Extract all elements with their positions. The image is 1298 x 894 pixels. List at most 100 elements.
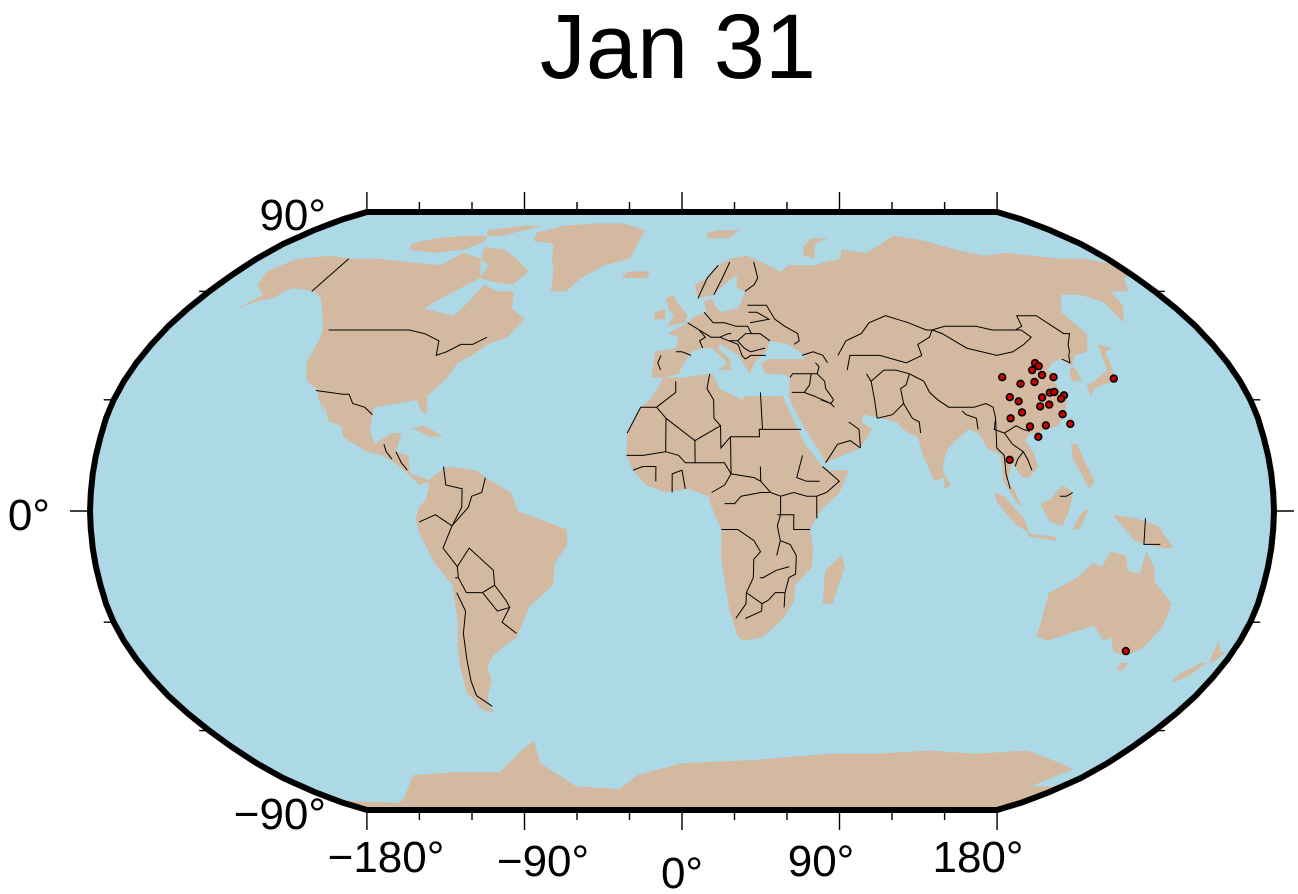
land-masses — [237, 223, 1227, 810]
x-tick-label: −180° — [328, 833, 445, 882]
country-border — [728, 340, 746, 360]
country-border — [724, 492, 771, 505]
case-point — [1044, 400, 1054, 409]
land-north-america — [237, 252, 525, 485]
y-tick-label: 90° — [259, 191, 326, 240]
land-ireland — [653, 308, 666, 320]
data-points — [997, 358, 1131, 656]
country-border — [745, 603, 763, 619]
case-point — [1034, 432, 1043, 441]
land-baffin — [480, 246, 529, 285]
land-new-zealand-south — [1171, 662, 1207, 682]
x-tick-label: −90° — [497, 837, 589, 886]
land-arctic-islands — [409, 225, 544, 253]
case-point — [1121, 646, 1131, 656]
case-point — [1049, 373, 1058, 382]
country-border — [671, 469, 686, 493]
country-border — [687, 322, 707, 349]
country-border — [744, 261, 759, 292]
country-border — [1061, 351, 1071, 364]
case-point — [1056, 394, 1066, 403]
country-border — [695, 462, 732, 493]
country-border — [657, 355, 662, 371]
case-point — [1041, 421, 1051, 430]
country-border — [789, 362, 820, 378]
country-border — [451, 477, 486, 527]
case-point — [1037, 370, 1047, 380]
country-border — [777, 514, 811, 530]
country-border — [703, 311, 752, 334]
case-point — [1034, 361, 1043, 371]
land-sri-lanka — [943, 473, 951, 489]
country-border — [1143, 518, 1161, 545]
country-border — [456, 592, 493, 707]
country-border — [837, 315, 932, 356]
country-border — [803, 373, 812, 393]
land-borneo — [1040, 485, 1073, 526]
land-japan — [1086, 344, 1117, 397]
country-border — [745, 354, 766, 360]
country-border — [848, 421, 861, 449]
land-iceland — [621, 271, 650, 278]
land-uk — [666, 294, 688, 327]
land-novaya-zemlya — [803, 238, 828, 259]
case-point — [1014, 397, 1023, 406]
land-south-america — [415, 466, 568, 714]
country-border — [383, 444, 393, 460]
country-border — [816, 373, 835, 401]
country-border — [737, 340, 766, 353]
country-border — [706, 373, 715, 419]
land-new-guinea — [1112, 514, 1174, 549]
case-point — [1027, 365, 1037, 375]
case-point — [1058, 410, 1067, 419]
country-border — [746, 592, 785, 605]
land-eurasia — [651, 235, 1132, 508]
country-border — [791, 391, 834, 405]
land-java — [1026, 533, 1056, 541]
country-border — [825, 440, 861, 464]
country-border — [961, 410, 979, 430]
y-tick-label: 0° — [8, 491, 50, 540]
x-tick-label: 0° — [661, 849, 703, 894]
map-title: Jan 31 — [540, 0, 816, 98]
country-border — [328, 329, 488, 357]
country-border — [713, 417, 721, 427]
land-tasmania — [1117, 662, 1129, 671]
country-border — [909, 373, 1031, 434]
land-antarctica — [337, 740, 1074, 810]
land-arabia — [791, 392, 872, 463]
country-border — [315, 390, 373, 415]
country-border — [793, 492, 818, 519]
country-border — [816, 466, 841, 497]
country-border — [776, 496, 782, 556]
country-border — [865, 373, 878, 419]
country-border — [917, 329, 933, 356]
case-point — [1037, 393, 1047, 402]
country-border — [747, 304, 800, 345]
country-border — [501, 607, 517, 634]
country-border — [796, 455, 820, 482]
country-border — [443, 466, 463, 527]
country-border — [995, 418, 1011, 489]
case-point — [1109, 374, 1119, 383]
land-sulawesi — [1072, 507, 1090, 530]
ocean — [90, 212, 1274, 810]
case-point — [1050, 387, 1059, 397]
land-sumatra — [994, 492, 1030, 534]
country-border — [846, 354, 923, 371]
x-tick-label: 180° — [932, 833, 1023, 882]
case-point — [1017, 408, 1027, 417]
country-border — [1059, 492, 1074, 497]
case-point — [1035, 402, 1045, 411]
land-philippines — [1070, 444, 1095, 489]
country-border — [395, 451, 408, 471]
country-border — [311, 258, 350, 292]
country-border — [931, 329, 1032, 356]
case-point — [1030, 377, 1039, 387]
country-border — [698, 329, 732, 338]
country-border — [665, 440, 696, 464]
land-new-zealand-north — [1209, 640, 1227, 663]
case-point — [1005, 393, 1014, 402]
country-border — [721, 529, 762, 619]
